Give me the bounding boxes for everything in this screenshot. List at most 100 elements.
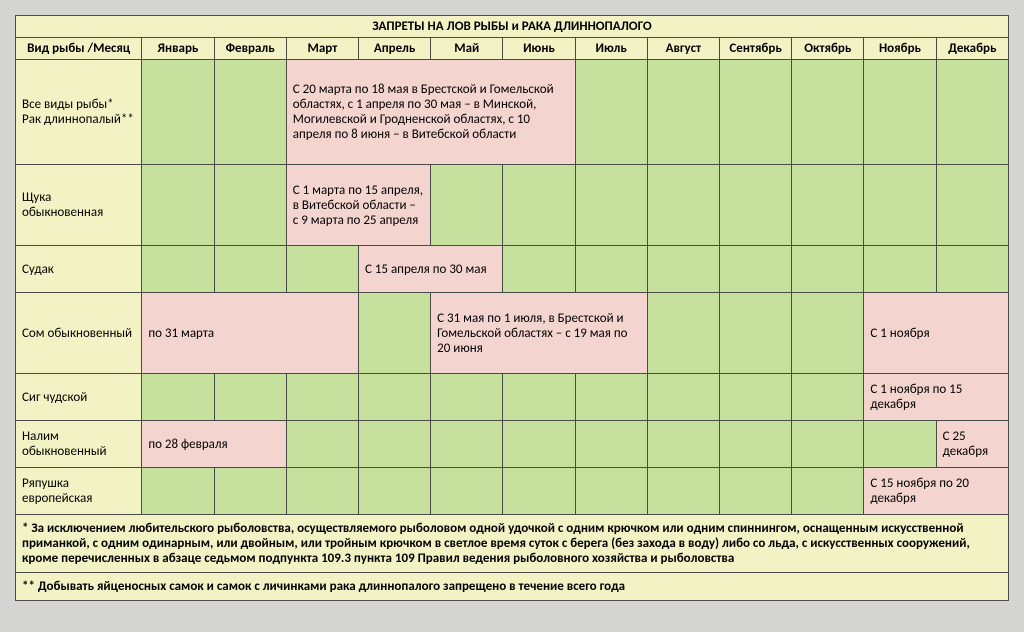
ban-catfish-c: С 1 ноября: [864, 293, 1009, 374]
species-all-fish: Все виды рыбы* Рак длиннопалый**: [16, 60, 142, 165]
ban-zander: С 15 апреля по 30 мая: [358, 246, 502, 293]
footnote-1-row: * За исключением любительского рыболовст…: [16, 515, 1009, 573]
species-vendace: Ряпушка европейская: [16, 468, 142, 515]
cell-allowed: [936, 60, 1008, 165]
row-whitefish: Сиг чудской С 1 ноября по 15 декабря: [16, 374, 1009, 421]
cell-allowed: [431, 468, 503, 515]
table-title: ЗАПРЕТЫ НА ЛОВ РЫБЫ и РАКА ДЛИННОПАЛОГО: [16, 16, 1009, 38]
header-month-may: Май: [431, 38, 503, 60]
cell-allowed: [214, 165, 286, 246]
header-month-nov: Ноябрь: [864, 38, 936, 60]
cell-allowed: [936, 165, 1008, 246]
row-all-fish: Все виды рыбы* Рак длиннопалый** С 20 ма…: [16, 60, 1009, 165]
header-month-feb: Февраль: [214, 38, 286, 60]
ban-burbot-b: С 25 декабря: [936, 421, 1008, 468]
cell-allowed: [575, 246, 647, 293]
species-burbot: Налим обыкновенный: [16, 421, 142, 468]
cell-allowed: [358, 374, 430, 421]
cell-allowed: [358, 293, 430, 374]
cell-allowed: [719, 246, 791, 293]
species-pike: Щука обыкновенная: [16, 165, 142, 246]
cell-allowed: [792, 293, 864, 374]
cell-allowed: [792, 374, 864, 421]
cell-allowed: [503, 468, 575, 515]
header-species: Вид рыбы /Месяц: [16, 38, 142, 60]
cell-allowed: [864, 246, 936, 293]
cell-allowed: [647, 293, 719, 374]
cell-allowed: [575, 374, 647, 421]
cell-allowed: [214, 246, 286, 293]
cell-allowed: [792, 421, 864, 468]
cell-allowed: [358, 468, 430, 515]
fishing-ban-table: ЗАПРЕТЫ НА ЛОВ РЫБЫ и РАКА ДЛИННОПАЛОГО …: [15, 15, 1009, 601]
header-month-sep: Сентябрь: [719, 38, 791, 60]
row-pike: Щука обыкновенная С 1 марта по 15 апреля…: [16, 165, 1009, 246]
ban-vendace: С 15 ноября по 20 декабря: [864, 468, 1009, 515]
footnote-2: ** Добывать яйценосных самок и самок с л…: [16, 573, 1009, 601]
cell-allowed: [792, 468, 864, 515]
cell-allowed: [214, 468, 286, 515]
cell-allowed: [358, 421, 430, 468]
footnote-1: * За исключением любительского рыболовст…: [16, 515, 1009, 573]
cell-allowed: [864, 60, 936, 165]
species-catfish: Сом обыкновенный: [16, 293, 142, 374]
ban-burbot-a: по 28 февраля: [142, 421, 286, 468]
cell-allowed: [575, 421, 647, 468]
cell-allowed: [647, 374, 719, 421]
cell-allowed: [575, 60, 647, 165]
header-month-apr: Апрель: [358, 38, 430, 60]
cell-allowed: [142, 60, 214, 165]
cell-allowed: [647, 60, 719, 165]
cell-allowed: [647, 468, 719, 515]
header-row: Вид рыбы /Месяц Январь Февраль Март Апре…: [16, 38, 1009, 60]
cell-allowed: [431, 374, 503, 421]
cell-allowed: [214, 374, 286, 421]
cell-allowed: [503, 421, 575, 468]
footnote-2-row: ** Добывать яйценосных самок и самок с л…: [16, 573, 1009, 601]
header-month-jul: Июль: [575, 38, 647, 60]
cell-allowed: [647, 421, 719, 468]
species-zander: Судак: [16, 246, 142, 293]
cell-allowed: [286, 468, 358, 515]
cell-allowed: [503, 165, 575, 246]
cell-allowed: [142, 468, 214, 515]
cell-allowed: [431, 165, 503, 246]
header-month-oct: Октябрь: [792, 38, 864, 60]
cell-allowed: [792, 246, 864, 293]
cell-allowed: [503, 374, 575, 421]
cell-allowed: [719, 165, 791, 246]
ban-whitefish: С 1 ноября по 15 декабря: [864, 374, 1009, 421]
cell-allowed: [647, 165, 719, 246]
header-month-jan: Январь: [142, 38, 214, 60]
title-row: ЗАПРЕТЫ НА ЛОВ РЫБЫ и РАКА ДЛИННОПАЛОГО: [16, 16, 1009, 38]
cell-allowed: [792, 165, 864, 246]
row-burbot: Налим обыкновенный по 28 февраля С 25 де…: [16, 421, 1009, 468]
ban-catfish-a: по 31 марта: [142, 293, 359, 374]
cell-allowed: [647, 246, 719, 293]
cell-allowed: [575, 165, 647, 246]
row-vendace: Ряпушка европейская С 15 ноября по 20 де…: [16, 468, 1009, 515]
cell-allowed: [575, 468, 647, 515]
cell-allowed: [719, 468, 791, 515]
cell-allowed: [214, 60, 286, 165]
cell-allowed: [864, 165, 936, 246]
cell-allowed: [719, 374, 791, 421]
cell-allowed: [719, 421, 791, 468]
cell-allowed: [142, 374, 214, 421]
header-month-aug: Август: [647, 38, 719, 60]
species-whitefish: Сиг чудской: [16, 374, 142, 421]
cell-allowed: [431, 421, 503, 468]
cell-allowed: [142, 246, 214, 293]
cell-allowed: [719, 60, 791, 165]
ban-catfish-b: С 31 мая по 1 июля, в Брестской и Гомель…: [431, 293, 648, 374]
header-month-mar: Март: [286, 38, 358, 60]
header-month-jun: Июнь: [503, 38, 575, 60]
cell-allowed: [936, 246, 1008, 293]
ban-pike: С 1 марта по 15 апреля, в Витебской обла…: [286, 165, 430, 246]
header-month-dec: Декабрь: [936, 38, 1008, 60]
cell-allowed: [286, 374, 358, 421]
row-catfish: Сом обыкновенный по 31 марта С 31 мая по…: [16, 293, 1009, 374]
cell-allowed: [286, 246, 358, 293]
cell-allowed: [286, 421, 358, 468]
ban-all-fish: С 20 марта по 18 мая в Брестской и Гомел…: [286, 60, 575, 165]
